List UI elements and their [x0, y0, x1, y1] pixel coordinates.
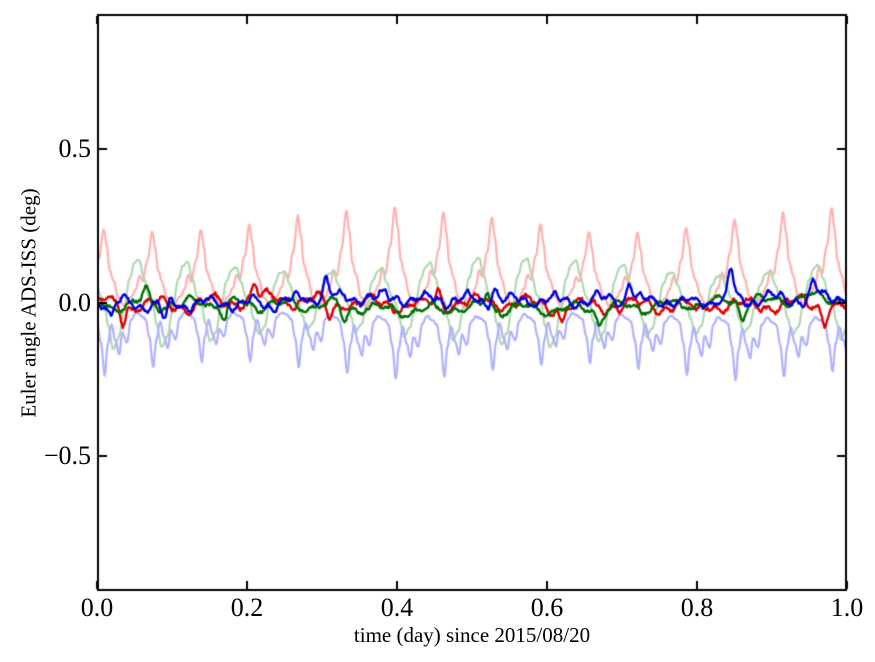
- y-axis-label: Euler angle ADS-ISS (deg): [16, 187, 41, 418]
- x-axis-label: time (day) since 2015/08/20: [353, 623, 591, 647]
- y-tick-label: −0.5: [43, 440, 91, 470]
- y-tick-label: 0.5: [58, 134, 92, 164]
- x-tick-label: 0.8: [680, 593, 714, 622]
- x-tick-label: 0.2: [230, 593, 264, 622]
- x-tick-label: 0.4: [380, 593, 414, 622]
- x-tick-label: 0.6: [530, 593, 564, 622]
- x-tick-label: 0.0: [80, 593, 114, 622]
- y-tick-label: 0.0: [58, 287, 92, 317]
- x-tick-label: 1.0: [830, 593, 864, 622]
